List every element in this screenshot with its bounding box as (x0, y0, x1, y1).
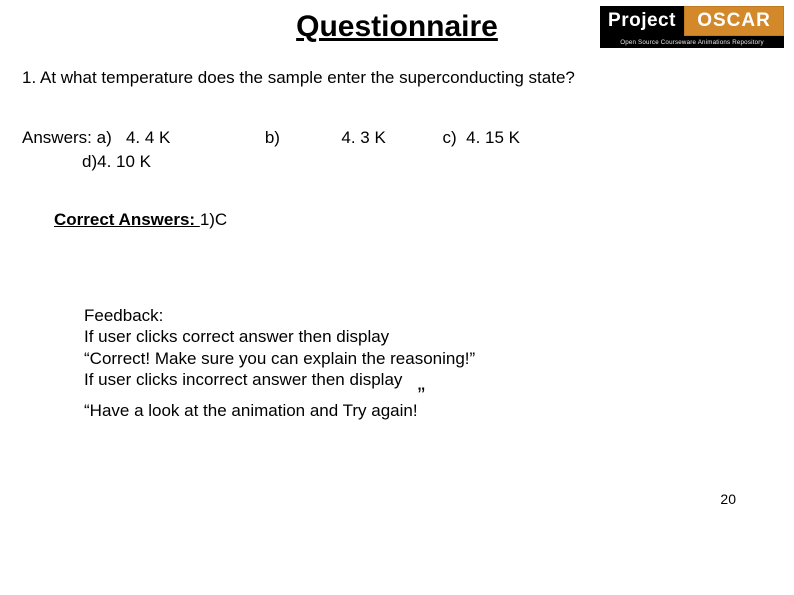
feedback-heading: Feedback: (84, 305, 564, 326)
logo-subtitle: Open Source Courseware Animations Reposi… (600, 36, 784, 48)
feedback-line-1: If user clicks correct answer then displ… (84, 326, 564, 347)
logo-left-text: Project (600, 6, 684, 36)
answers-row-1: Answers: a) 4. 4 K b) 4. 3 K c) 4. 15 K (22, 128, 764, 148)
correct-label: Correct Answers: (54, 210, 200, 229)
answers-block: Answers: a) 4. 4 K b) 4. 3 K c) 4. 15 K … (22, 128, 764, 172)
correct-answers-block: Correct Answers: 1)C (54, 210, 227, 230)
question-block: 1. At what temperature does the sample e… (22, 66, 764, 91)
feedback-line-2: “Correct! Make sure you can explain the … (84, 348, 564, 369)
feedback-line-4-wrap: “Have a look at the animation and Try ag… (84, 400, 564, 421)
question-number: 1. (22, 68, 36, 87)
project-oscar-logo: Project OSCAR Open Source Courseware Ani… (600, 6, 784, 48)
question-text: At what temperature does the sample ente… (40, 68, 575, 87)
option-c-key: c) (442, 128, 456, 147)
trailing-quote: ” (418, 383, 425, 408)
option-a-key: a) (97, 128, 112, 147)
feedback-line-3: If user clicks incorrect answer then dis… (84, 369, 564, 390)
option-d-key: d) (82, 152, 97, 171)
feedback-block: Feedback: If user clicks correct answer … (84, 305, 564, 421)
answers-row-2: d)4. 10 K (22, 152, 764, 172)
logo-right-text: OSCAR (684, 6, 784, 36)
logo-top: Project OSCAR (600, 6, 784, 36)
option-b-value: 4. 3 K (341, 128, 385, 147)
option-b-key: b) (265, 128, 280, 147)
answers-label: Answers: (22, 128, 92, 147)
slide: Questionnaire Project OSCAR Open Source … (0, 0, 794, 595)
option-c-value: 4. 15 K (466, 128, 520, 147)
page-number: 20 (720, 491, 736, 507)
option-a-value: 4. 4 K (126, 128, 170, 147)
correct-value: 1)C (200, 210, 227, 229)
option-d-value: 4. 10 K (97, 152, 151, 171)
feedback-line-4: “Have a look at the animation and Try ag… (84, 401, 418, 420)
